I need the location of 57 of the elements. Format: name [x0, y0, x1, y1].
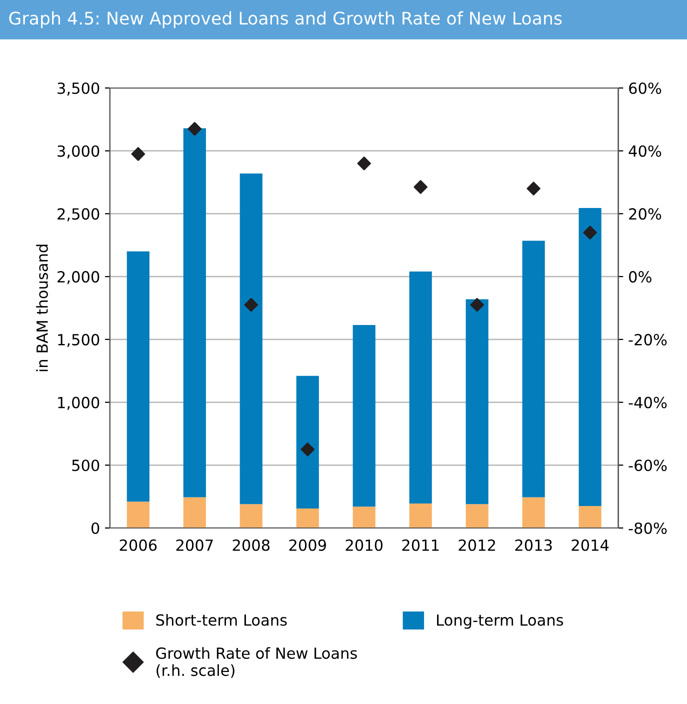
legend-label: Growth Rate of New Loans (r.h. scale)	[156, 647, 357, 678]
x-tick-label: 2013	[515, 539, 552, 551]
point	[414, 180, 428, 194]
point	[131, 147, 146, 161]
point	[244, 298, 258, 312]
y2-tick-label: 40%	[628, 145, 662, 157]
y2-tick-label: -60%	[628, 460, 667, 472]
point	[357, 156, 372, 170]
y-tick-label: 2,500	[58, 208, 100, 222]
bar	[522, 240, 545, 498]
y2-tick-label: 0%	[629, 271, 652, 283]
y2-tick-label: -80%	[628, 522, 667, 534]
bar	[240, 504, 262, 528]
point	[300, 442, 315, 456]
bar	[578, 506, 602, 528]
legend-label: Short-term Loans	[156, 614, 287, 626]
bar	[578, 208, 602, 506]
bar	[522, 497, 545, 528]
point	[526, 182, 540, 196]
y2-tick-label: 60%	[629, 82, 662, 94]
bar	[352, 324, 376, 507]
y-tick-label: 3,000	[58, 145, 100, 158]
x-tick-label: 2011	[402, 539, 439, 551]
y-tick-label: 2,000	[58, 271, 100, 284]
point	[188, 122, 202, 136]
bar	[352, 506, 376, 528]
bar	[466, 299, 488, 504]
bar	[183, 497, 206, 528]
bar	[466, 504, 488, 528]
x-tick-label: 2014	[572, 539, 609, 551]
bar	[296, 376, 319, 509]
y-tick-label: 0	[91, 522, 100, 534]
bar	[296, 508, 319, 528]
y-tick-label: 1,500	[58, 334, 100, 348]
y-tick-label: 3,500	[58, 82, 100, 96]
y2-tick-label: 20%	[629, 208, 662, 220]
x-tick-label: 2008	[232, 539, 270, 551]
legend-label: Long-term Loans	[437, 614, 564, 629]
bar	[409, 503, 432, 528]
x-tick-label: 2012	[458, 539, 495, 551]
bar	[240, 173, 262, 504]
y2-tick-label: -20%	[628, 334, 667, 346]
point	[583, 226, 597, 240]
x-tick-label: 2009	[289, 539, 326, 551]
x-tick-label: 2010	[346, 539, 383, 551]
chart-title: Graph 4.5: New Approved Loans and Growth Rate of New Loans	[9, 11, 562, 28]
bar	[183, 128, 206, 498]
point	[470, 298, 484, 312]
x-tick-label: 2006	[120, 539, 157, 551]
y-axis-title: in BAM thousand	[36, 244, 48, 372]
y-tick-label: 500	[72, 460, 100, 472]
y-tick-label: 1,000	[58, 396, 100, 410]
y2-tick-label: -40%	[628, 396, 667, 408]
bar	[126, 251, 150, 502]
bar	[126, 502, 150, 528]
x-tick-label: 2007	[176, 539, 213, 551]
bar	[409, 272, 432, 504]
